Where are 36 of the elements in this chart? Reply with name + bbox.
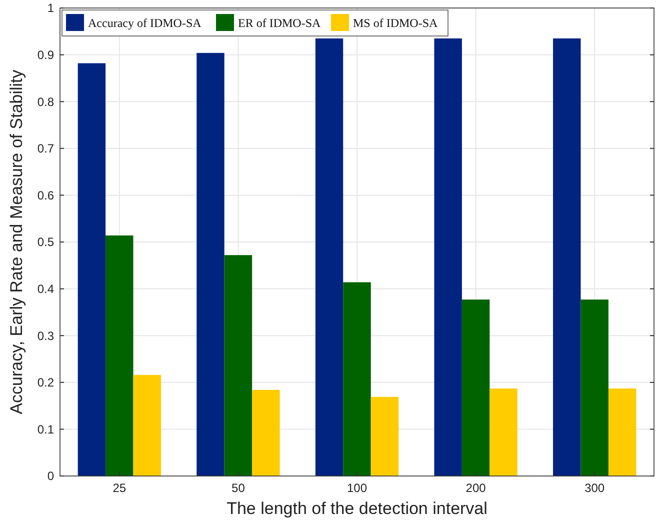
y-axis-title: Accuracy, Early Rate and Measure of Stability	[7, 69, 26, 414]
x-tick-label: 300	[584, 481, 605, 495]
x-tick-label: 50	[232, 481, 246, 495]
bar	[434, 38, 462, 476]
x-tick-label: 200	[466, 481, 486, 495]
y-tick-label: 0.1	[37, 422, 54, 436]
legend-label: MS of IDMO-SA	[353, 16, 438, 30]
x-tick-label: 25	[112, 481, 126, 495]
y-tick-label: 0.3	[37, 328, 54, 343]
y-tick-label: 0.4	[37, 282, 54, 296]
bar	[196, 52, 224, 476]
bar	[315, 38, 344, 476]
bar	[580, 300, 608, 476]
bar	[490, 388, 518, 476]
bar	[224, 255, 252, 476]
x-axis-title: The length of the detection interval	[226, 499, 488, 518]
bar	[343, 282, 371, 476]
y-tick-label: 0.7	[37, 142, 54, 156]
bar	[106, 235, 134, 476]
y-tick-label: 0.6	[37, 188, 54, 202]
bar	[608, 388, 636, 476]
y-tick-label: 0	[47, 469, 54, 484]
y-tick-label: 0.5	[37, 235, 54, 250]
y-tick-label: 0.9	[37, 48, 54, 62]
bar	[553, 38, 581, 476]
bar	[462, 300, 490, 476]
bar	[370, 396, 399, 476]
x-tick-label: 100	[346, 481, 368, 495]
bar	[78, 63, 106, 476]
bar	[133, 374, 161, 476]
legend-label: ER of IDMO-SA	[238, 16, 321, 30]
y-tick-label: 0.8	[37, 94, 54, 109]
y-tick-label: 0.2	[37, 376, 54, 390]
bar	[252, 390, 280, 476]
legend-label: Accuracy of IDMO-SA	[88, 16, 202, 30]
y-tick-label: 1	[47, 1, 54, 16]
